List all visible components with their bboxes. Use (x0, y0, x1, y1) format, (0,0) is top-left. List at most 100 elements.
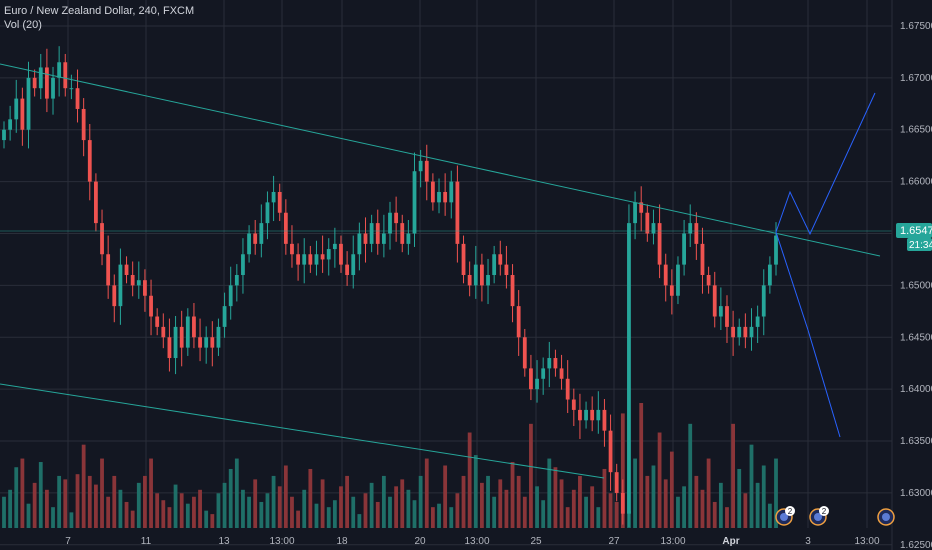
candle (541, 357, 546, 395)
candle-body (676, 264, 680, 296)
candle (480, 253, 484, 302)
candle (112, 274, 117, 323)
candle (455, 165, 460, 263)
volume-bar (87, 475, 92, 528)
candle (296, 243, 300, 281)
calendar-event-icon[interactable]: 2 (809, 506, 829, 526)
volume-bar (596, 507, 601, 528)
volume-indicator-label[interactable]: Vol (20) (4, 19, 42, 31)
candle-body (535, 378, 539, 390)
candle-body (504, 264, 509, 275)
time-tick-label: 13:00 (464, 536, 489, 547)
candle (584, 401, 588, 429)
candle (124, 256, 129, 284)
volume-bar (400, 479, 405, 528)
candle-body (418, 160, 423, 172)
candle (412, 152, 417, 247)
candle-body (700, 243, 705, 275)
volume-bar (363, 493, 368, 528)
candle-body (228, 285, 233, 307)
candle (265, 191, 270, 240)
candle (326, 238, 331, 276)
candle-body (749, 326, 754, 338)
candle (547, 341, 552, 388)
volume-bar (228, 468, 233, 528)
volume-bar (614, 501, 619, 528)
time-tick-label: 13:00 (854, 536, 879, 547)
volume-bar (510, 462, 515, 528)
volume-bar (253, 479, 258, 528)
volume-bar (234, 458, 239, 528)
candle-body (394, 212, 399, 224)
bearish-projection-path[interactable] (775, 231, 841, 438)
price-tick-label: 1.67500 (900, 21, 932, 32)
candle-body (179, 326, 184, 348)
time-axis: 7 11 13 13:00 18 20 13:00 25 27 13:00 Apr 3 13:00 (65, 536, 880, 547)
candle-body (32, 77, 37, 89)
symbol-title[interactable]: Euro / New Zealand Dollar, 240, FXCM (4, 5, 195, 17)
candle (749, 308, 754, 351)
volume-bar (516, 475, 521, 528)
candle (216, 318, 221, 356)
candle-body (136, 280, 141, 286)
volume-bar (486, 475, 490, 528)
candle (608, 414, 613, 491)
candle-body (706, 275, 711, 286)
candle (706, 266, 711, 294)
volume-bar (326, 507, 331, 528)
candle (424, 144, 429, 201)
time-tick-label: Apr (722, 536, 739, 547)
volume-bar (663, 479, 668, 528)
candle (743, 313, 748, 349)
candle (381, 214, 386, 258)
candle-body (774, 235, 778, 265)
price-axis: 1.675001.670001.665001.660001.655001.650… (891, 0, 932, 550)
calendar-event-icon[interactable]: 2 (775, 506, 795, 526)
chart-grid (0, 0, 892, 546)
candle (20, 87, 25, 146)
volume-bar (381, 475, 386, 528)
volume-bar (504, 489, 509, 528)
candle (700, 227, 705, 294)
candle (406, 220, 411, 255)
candle (737, 318, 742, 346)
lower-trendline[interactable] (0, 383, 605, 479)
candle (63, 53, 68, 97)
candle (559, 354, 564, 390)
candle (767, 256, 772, 294)
candle (467, 261, 472, 297)
candle (204, 326, 209, 364)
candle (198, 318, 202, 362)
candle-body (247, 233, 251, 255)
candle-body (290, 243, 294, 255)
volume-bar (345, 475, 350, 528)
calendar-event-icon[interactable] (877, 508, 895, 526)
bullish-projection-path[interactable] (775, 92, 876, 236)
candle-body (412, 171, 417, 234)
candle-body (369, 223, 374, 244)
candle-body (755, 316, 760, 327)
volume-bar (688, 423, 693, 528)
volume-bar (277, 486, 282, 528)
candle-body (69, 88, 74, 90)
time-tick-label: 13 (218, 536, 230, 547)
candle (510, 264, 515, 323)
candle-body (596, 409, 601, 421)
volume-bar (657, 432, 662, 528)
volume-bar (332, 500, 337, 528)
candle-body (339, 243, 343, 265)
candle (663, 253, 668, 302)
candle-body (51, 77, 55, 99)
volume-bar (737, 468, 742, 528)
candle-body (529, 368, 533, 390)
candle (308, 245, 313, 273)
volume-bar (302, 489, 307, 528)
candle (522, 328, 527, 377)
volume-bar (192, 496, 196, 528)
candle (712, 271, 717, 328)
volume-bar (694, 475, 699, 528)
candle (345, 251, 350, 286)
upper-trendline[interactable] (0, 63, 881, 257)
